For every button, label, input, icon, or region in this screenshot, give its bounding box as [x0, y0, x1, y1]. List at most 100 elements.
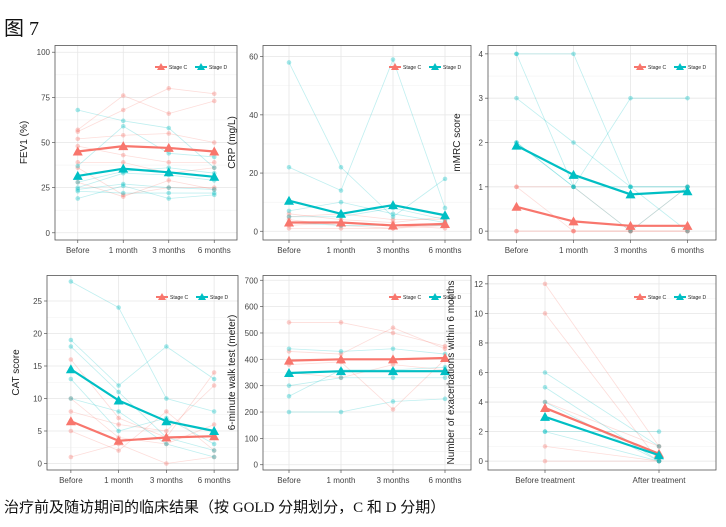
- individual-point: [166, 190, 172, 196]
- mean-point: [540, 402, 550, 412]
- y-tick-label: 60: [249, 53, 258, 62]
- y-tick-label: 600: [245, 303, 259, 312]
- individual-point: [542, 399, 548, 405]
- individual-point: [685, 228, 690, 234]
- individual-point: [75, 163, 81, 169]
- individual-point: [211, 409, 217, 414]
- individual-point: [514, 184, 519, 190]
- y-tick-label: 40: [249, 111, 258, 120]
- y-tick-label: 4: [479, 50, 484, 59]
- individual-point: [120, 160, 126, 165]
- individual-point: [68, 279, 74, 284]
- individual-point: [542, 311, 548, 316]
- y-axis-label: 6-minute walk test (meter): [227, 315, 238, 431]
- individual-point: [166, 185, 172, 190]
- individual-point: [542, 370, 548, 375]
- chart-panel-3: 0 1 2 3 4 Before 1 month 3 months 6 months mMRC s…: [452, 45, 717, 255]
- x-tick-label: Before: [59, 476, 83, 485]
- individual-point: [120, 181, 126, 187]
- mean-point: [336, 354, 346, 364]
- individual-line: [77, 125, 215, 167]
- legend-label: Stage D: [443, 65, 461, 71]
- individual-point: [211, 187, 217, 192]
- individual-line: [77, 109, 215, 169]
- individual-line: [544, 431, 660, 462]
- legend-key-triangle: [636, 293, 644, 300]
- mean-line-stage-d: [288, 199, 446, 217]
- individual-point: [685, 95, 690, 101]
- y-tick-label: 2: [479, 428, 484, 437]
- individual-point: [442, 375, 448, 381]
- individual-line: [77, 185, 215, 199]
- x-tick-label: 3 months: [377, 246, 410, 255]
- y-tick-label: 0: [254, 461, 259, 470]
- individual-point: [286, 214, 292, 220]
- individual-line: [544, 401, 660, 447]
- y-tick-label: 500: [245, 329, 259, 338]
- chart-panel-6: 0 2 4 6 8 10 12 Before treatment After treatment…: [446, 275, 717, 485]
- plot-border: [262, 45, 472, 241]
- individual-point: [120, 93, 126, 98]
- figure-label: 图 7: [4, 18, 39, 40]
- legend-label: Stage C: [648, 295, 666, 301]
- mean-point: [625, 189, 636, 199]
- individual-point: [116, 305, 121, 310]
- individual-point: [656, 458, 662, 464]
- individual-point: [120, 123, 126, 129]
- individual-point: [166, 160, 172, 165]
- mean-point: [209, 431, 220, 441]
- x-tick-label: After treatment: [633, 476, 687, 485]
- individual-line: [288, 58, 446, 209]
- y-tick-label: 0: [479, 457, 484, 466]
- plot-border: [487, 45, 717, 241]
- mean-line-stage-d: [77, 167, 215, 178]
- legend-label: Stage C: [403, 295, 421, 301]
- mean-point: [511, 201, 522, 211]
- individual-point: [286, 320, 292, 325]
- individual-point: [685, 228, 690, 234]
- individual-point: [166, 125, 172, 131]
- individual-point: [75, 143, 81, 149]
- mean-point: [568, 169, 579, 179]
- individual-point: [68, 454, 74, 460]
- mean-point: [388, 220, 398, 230]
- mean-point: [625, 220, 636, 230]
- individual-point: [514, 228, 519, 234]
- plot-border: [262, 275, 472, 471]
- y-tick-label: 20: [33, 330, 42, 339]
- mean-line-stage-d: [70, 368, 215, 433]
- individual-line: [70, 398, 215, 458]
- y-axis-label: mMRC score: [452, 113, 463, 172]
- individual-point: [211, 165, 217, 171]
- chart-panel-4: 0 5 10 15 20 25 Before 1 month 3 months 6 months C…: [11, 275, 239, 485]
- individual-point: [514, 228, 519, 234]
- individual-point: [628, 184, 633, 190]
- individual-line: [77, 183, 215, 190]
- mean-point: [440, 366, 450, 376]
- individual-point: [571, 184, 576, 190]
- x-tick-label: 1 month: [559, 246, 588, 255]
- legend-key-triangle: [197, 63, 205, 70]
- individual-point: [338, 199, 344, 205]
- legend-key-triangle: [157, 63, 165, 70]
- individual-line: [516, 97, 688, 188]
- individual-point: [116, 383, 121, 388]
- individual-point: [75, 188, 81, 194]
- legend-key-triangle: [391, 293, 399, 300]
- mean-line-stage-c: [70, 420, 215, 442]
- individual-line: [288, 213, 445, 221]
- individual-point: [442, 343, 448, 349]
- y-tick-label: 6: [479, 369, 484, 378]
- individual-point: [338, 375, 344, 381]
- individual-point: [166, 196, 172, 201]
- y-axis-label: Number of exacerbations within 6 months: [446, 281, 457, 465]
- mean-point: [336, 217, 346, 227]
- individual-point: [338, 375, 344, 381]
- individual-point: [286, 383, 292, 388]
- individual-line: [288, 348, 446, 355]
- y-tick-label: 5: [38, 427, 43, 436]
- x-tick-label: Before: [277, 476, 301, 485]
- individual-point: [628, 228, 633, 234]
- individual-line: [516, 186, 688, 232]
- individual-point: [656, 429, 662, 434]
